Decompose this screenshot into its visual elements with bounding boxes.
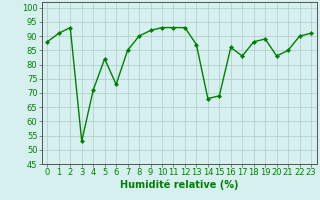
X-axis label: Humidité relative (%): Humidité relative (%) [120, 180, 238, 190]
